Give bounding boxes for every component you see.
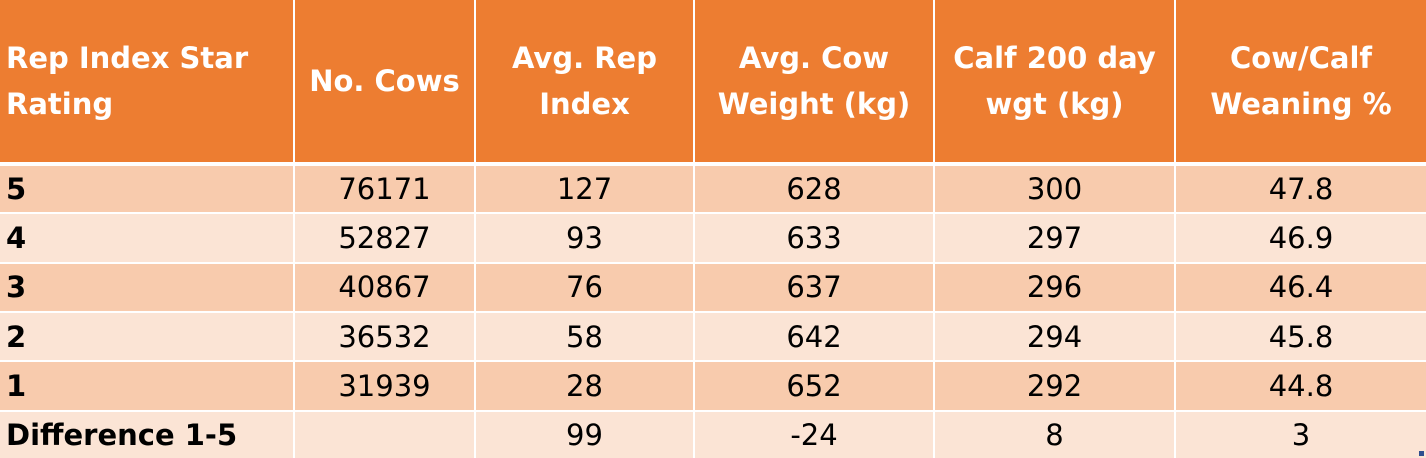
table-header: Rep Index Star Rating No. Cows Avg. Rep … — [0, 0, 1426, 166]
cell-calf-weight: 292 — [934, 361, 1176, 412]
cell-star-rating: 1 — [0, 361, 295, 412]
cell-weaning-pct: 44.8 — [1175, 361, 1426, 412]
cell-avg-cow-weight: 628 — [694, 164, 935, 215]
header-weaning-pct: Cow/Calf Weaning % — [1175, 0, 1426, 166]
header-calf-200-day-wgt: Calf 200 day wgt (kg) — [934, 0, 1176, 166]
cell-star-rating: 4 — [0, 213, 295, 264]
cell-weaning-pct: 46.9 — [1175, 213, 1426, 264]
table-row: 2 36532 58 642 294 45.8 — [0, 311, 1426, 363]
cell-no-cows: 31939 — [294, 361, 476, 412]
table-row: 5 76171 127 628 300 47.8 — [0, 164, 1426, 215]
cell-avg-rep-index: 76 — [475, 262, 695, 313]
cell-avg-rep-index: 58 — [475, 311, 695, 363]
cell-weaning-pct: 3 — [1175, 410, 1426, 458]
cell-calf-weight: 297 — [934, 213, 1176, 264]
cell-star-rating: 2 — [0, 311, 295, 363]
cell-star-rating: 5 — [0, 164, 295, 215]
cell-avg-rep-index: 93 — [475, 213, 695, 264]
cell-avg-rep-index: 99 — [475, 410, 695, 458]
table-row: 3 40867 76 637 296 46.4 — [0, 262, 1426, 313]
cell-calf-weight: 294 — [934, 311, 1176, 363]
cell-no-cows: 76171 — [294, 164, 476, 215]
table-row: 1 31939 28 652 292 44.8 — [0, 361, 1426, 412]
table-row: 4 52827 93 633 297 46.9 — [0, 213, 1426, 264]
cell-no-cows: 36532 — [294, 311, 476, 363]
cell-weaning-pct: 47.8 — [1175, 164, 1426, 215]
cell-avg-cow-weight: 652 — [694, 361, 935, 412]
cell-calf-weight: 300 — [934, 164, 1176, 215]
header-row: Rep Index Star Rating No. Cows Avg. Rep … — [0, 0, 1426, 166]
cell-avg-cow-weight: 633 — [694, 213, 935, 264]
cell-calf-weight: 296 — [934, 262, 1176, 313]
resize-handle-icon — [1419, 451, 1424, 456]
cell-no-cows: 52827 — [294, 213, 476, 264]
cell-weaning-pct: 45.8 — [1175, 311, 1426, 363]
difference-row: Difference 1-5 99 -24 8 3 — [0, 410, 1426, 458]
cell-difference-label: Difference 1-5 — [0, 410, 295, 458]
header-avg-cow-weight: Avg. Cow Weight (kg) — [694, 0, 935, 166]
header-star-rating: Rep Index Star Rating — [0, 0, 295, 166]
cell-avg-rep-index: 28 — [475, 361, 695, 412]
cell-no-cows: 40867 — [294, 262, 476, 313]
cell-avg-rep-index: 127 — [475, 164, 695, 215]
cell-calf-weight: 8 — [934, 410, 1176, 458]
cell-no-cows — [294, 410, 476, 458]
header-avg-rep-index: Avg. Rep Index — [475, 0, 695, 166]
cell-star-rating: 3 — [0, 262, 295, 313]
table-body: 5 76171 127 628 300 47.8 4 52827 93 633 … — [0, 164, 1426, 458]
cell-avg-cow-weight: -24 — [694, 410, 935, 458]
cell-avg-cow-weight: 637 — [694, 262, 935, 313]
cell-avg-cow-weight: 642 — [694, 311, 935, 363]
cell-weaning-pct: 46.4 — [1175, 262, 1426, 313]
header-no-cows: No. Cows — [294, 0, 476, 166]
